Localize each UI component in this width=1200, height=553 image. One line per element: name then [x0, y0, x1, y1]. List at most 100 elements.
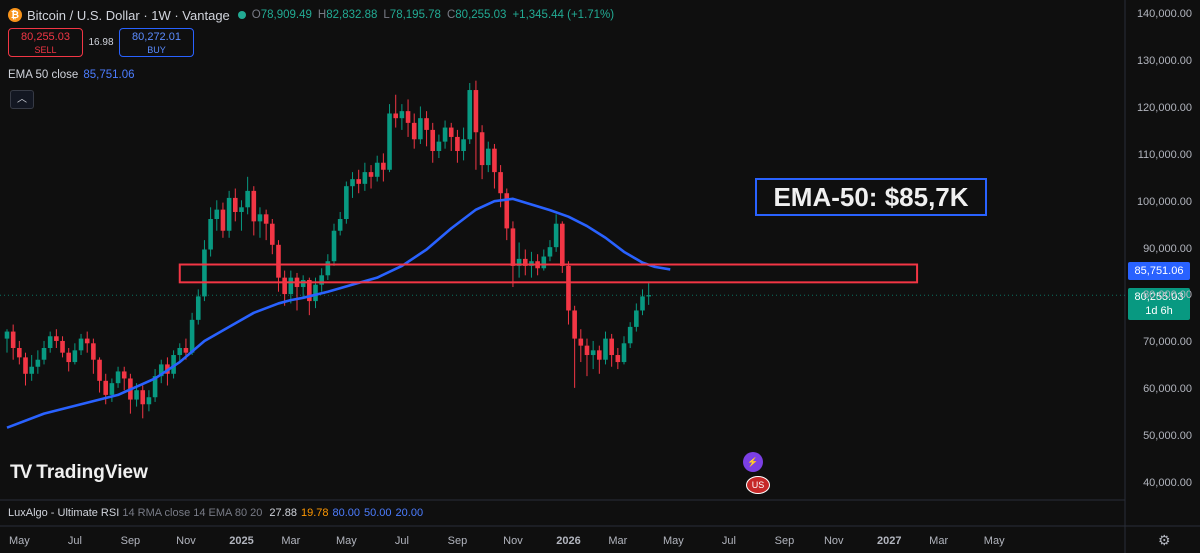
candle-body — [17, 347, 22, 358]
candle-body — [257, 214, 263, 222]
rsi-params: 14 RMA close 14 EMA 80 20 — [122, 507, 263, 519]
candle-body — [140, 390, 146, 405]
candle-body — [239, 207, 244, 212]
bitcoin-icon: ₿ — [8, 8, 22, 22]
time-tick-label: Mar — [281, 535, 301, 547]
time-tick-label: Nov — [503, 535, 523, 547]
candle-body — [436, 141, 442, 152]
candle-body — [189, 319, 195, 353]
candle-body — [627, 326, 633, 344]
candle-body — [485, 148, 491, 166]
current-price-value: 80,255.03 — [1134, 291, 1184, 303]
ema-legend[interactable]: EMA 50 close 85,751.06 — [8, 69, 135, 81]
candle-body — [461, 139, 466, 152]
candle-body — [356, 179, 361, 184]
time-tick-label: Nov — [823, 535, 844, 547]
time-tick-label: May — [983, 535, 1005, 547]
price-tick-label: 40,000.00 — [1143, 477, 1192, 489]
low-value: 78,195.78 — [389, 9, 441, 21]
candle-body — [270, 223, 275, 245]
change-value: +1,345.44 (+1.71%) — [512, 9, 615, 21]
candle-body — [152, 376, 158, 398]
candle-body — [621, 343, 627, 363]
candle-body — [455, 136, 460, 152]
ema-legend-label: EMA 50 close — [8, 69, 79, 81]
candle-body — [640, 296, 645, 311]
rsi-value-2: 19.78 — [300, 507, 329, 519]
candle-body — [183, 347, 189, 353]
candle-body — [263, 214, 269, 224]
candle-body — [504, 193, 510, 229]
time-tick-label: Sep — [120, 535, 141, 547]
candle-body — [171, 355, 176, 374]
candle-body — [282, 277, 287, 295]
rsi-legend[interactable]: LuxAlgo - Ultimate RSI 14 RMA close 14 E… — [8, 507, 423, 519]
candle-body — [560, 223, 565, 266]
settings-gear-icon[interactable]: ⚙ — [1158, 532, 1171, 548]
candle-body — [35, 359, 41, 367]
time-tick-label: May — [8, 535, 30, 547]
candle-body — [208, 219, 213, 250]
time-tick-label: Sep — [774, 535, 795, 547]
candle-body — [498, 172, 503, 194]
candle-body — [307, 279, 312, 302]
candle-body — [603, 338, 608, 360]
tradingview-logo-text: TradingView — [36, 462, 148, 483]
candle-body — [442, 127, 448, 142]
candle-body — [288, 277, 294, 295]
ema-annotation-box[interactable]: EMA-50: $85,7K — [755, 178, 987, 216]
candle-body — [578, 338, 584, 346]
event-flash-icon[interactable]: ⚡ — [743, 452, 763, 472]
candle-body — [646, 295, 651, 297]
candle-body — [381, 162, 386, 170]
candle-body — [344, 186, 349, 220]
candle-body — [541, 256, 547, 269]
rsi-value-1: 27.88 — [269, 507, 297, 519]
candle-body — [220, 209, 226, 231]
spread-value: 16.98 — [88, 37, 114, 48]
collapse-legend-button[interactable]: ︿ — [10, 90, 34, 109]
sell-button[interactable]: 80,255.03 SELL — [8, 28, 83, 57]
candle-body — [103, 380, 109, 395]
candle-body — [325, 261, 331, 276]
time-tick-label: Mar — [608, 535, 628, 547]
tradingview-logo-mark: TV — [10, 462, 32, 483]
time-tick-label: Sep — [447, 535, 468, 547]
candle-body — [313, 284, 318, 302]
time-tick-label: Jul — [394, 535, 409, 547]
buy-label: BUY — [147, 45, 166, 55]
candle-body — [10, 331, 16, 348]
candle-body — [479, 132, 485, 166]
candle-body — [405, 111, 411, 123]
us-flag-icon[interactable]: US — [746, 476, 770, 494]
candle-body — [418, 118, 423, 140]
candle-body — [387, 113, 392, 170]
buy-price: 80,272.01 — [132, 31, 181, 43]
candle-body — [615, 355, 621, 363]
price-tick-label: 100,000.00 — [1136, 195, 1192, 208]
candle-body — [492, 148, 497, 173]
buy-button[interactable]: 80,272.01 BUY — [119, 28, 194, 57]
candle-body — [60, 340, 65, 353]
candle-body — [78, 338, 84, 351]
candle-body — [115, 371, 121, 384]
symbol-title[interactable]: Bitcoin / U.S. Dollar · 1W · Vantage — [27, 7, 230, 23]
time-tick-label: May — [335, 535, 357, 547]
price-tick-label: 120,000.00 — [1136, 101, 1192, 114]
candle-body — [29, 366, 34, 374]
candle-body — [84, 338, 90, 344]
candle-body — [109, 383, 115, 395]
price-tick-label: 80,000.00 — [1143, 289, 1192, 302]
candle-body — [362, 172, 368, 184]
candle-body — [590, 350, 596, 356]
candle-body — [547, 247, 553, 257]
trade-panel: 80,255.03 SELL 16.98 80,272.01 BUY — [8, 28, 194, 57]
candle-body — [226, 197, 232, 231]
sell-price: 80,255.03 — [21, 31, 70, 43]
rsi-value-3: 80.00 — [332, 507, 361, 519]
candle-body — [634, 310, 639, 327]
candle-body — [411, 122, 417, 140]
candle-body — [146, 397, 152, 405]
sell-label: SELL — [34, 45, 57, 55]
